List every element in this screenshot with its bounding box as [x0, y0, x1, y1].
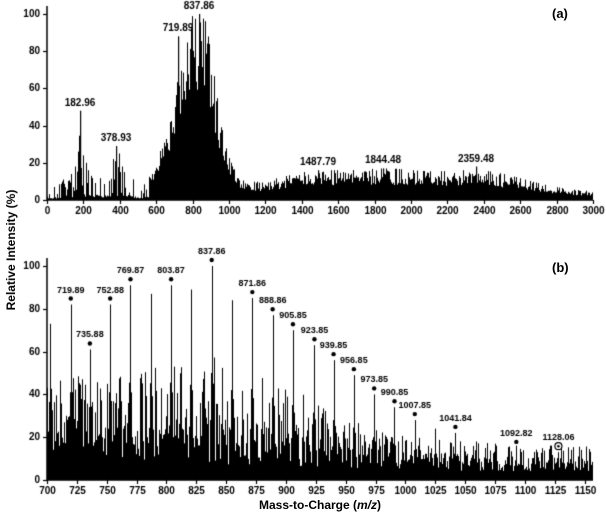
- x-axis-title: Mass-to-Charge (m/z): [47, 498, 593, 512]
- x-axis-title-mz-italic: m/z: [357, 498, 378, 512]
- x-axis-title-suffix: ): [377, 498, 382, 512]
- y-axis-title: Relative Intensity (%): [4, 189, 18, 311]
- spectrum-panel-b-canvas: [0, 232, 606, 522]
- x-axis-title-prefix: Mass-to-Charge (: [258, 498, 357, 512]
- panel-label-b: (b): [552, 260, 569, 275]
- spectrum-panel-a-canvas: [0, 0, 606, 232]
- panel-label-a: (a): [552, 6, 568, 21]
